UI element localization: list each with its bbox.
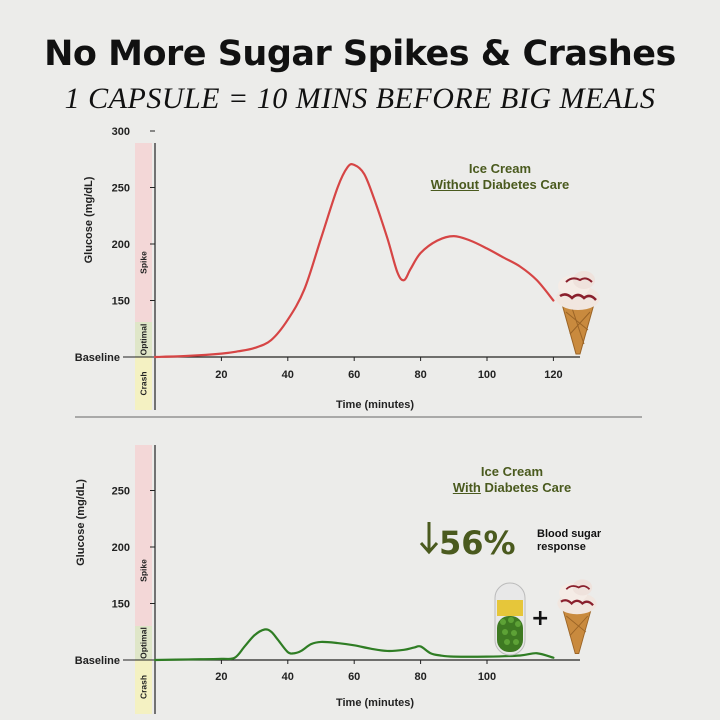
chart2-zone-label-crash: Crash [139, 675, 149, 699]
chart2-annotation-line2: With Diabetes Care [402, 480, 622, 496]
chart2-zone-label-spike: Spike [139, 559, 149, 582]
chart2-y-axis-label: Glucose (mg/dL) [75, 479, 87, 566]
chart1-x-tick-label: 100 [478, 369, 496, 381]
chart1-annotation: Ice Cream Without Diabetes Care [390, 161, 610, 193]
chart2-zone-label-optimal: Optimal [139, 627, 149, 659]
page-subtitle: 1 CAPSULE = 10 MINS BEFORE BIG MEALS [64, 82, 656, 115]
chart2-x-tick-label: 40 [282, 671, 294, 683]
chart2-annotation-underlined: With [452, 480, 481, 495]
chart1-annotation-line1: Ice Cream [468, 161, 532, 176]
stat-text-line2: response [537, 541, 586, 553]
ice-cream-cone-icon [550, 268, 606, 356]
chart1-x-tick-label: 40 [282, 369, 294, 381]
chart2-x-axis-label: Time (minutes) [336, 697, 414, 709]
chart2-y-tick-label: 250 [112, 486, 130, 498]
down-arrow-icon [419, 520, 439, 564]
chart1-spike-zone [135, 143, 152, 322]
chart2-baseline-label: Baseline [75, 655, 120, 667]
stat-text-line1: Blood sugar [537, 528, 602, 540]
chart2-x-tick-label: 100 [478, 671, 496, 683]
chart1-x-tick-label: 80 [414, 369, 426, 381]
chart1-series-line [153, 163, 555, 359]
chart2-annotation-line1: Ice Cream [480, 464, 544, 479]
chart1-zone-label-crash: Crash [139, 371, 149, 395]
chart1-baseline-label: Baseline [75, 352, 120, 364]
ice-cream-cone-icon-2 [552, 575, 602, 657]
chart2-x-tick-label: 20 [215, 671, 227, 683]
chart2-series-line [153, 628, 555, 662]
chart1-y-tick-label: 150 [112, 296, 130, 308]
chart2-optimal-zone [135, 626, 152, 660]
chart1-zone-label-spike: Spike [139, 251, 149, 274]
chart2-spike-zone [135, 445, 152, 626]
chart2-y-tick-label: 200 [112, 542, 130, 554]
chart2-x-tick-label: 80 [414, 671, 426, 683]
chart1-annotation-underlined: Without [430, 177, 479, 192]
chart2-crash-zone [135, 660, 152, 714]
stat-text: Blood sugar response [537, 528, 601, 554]
chart1-zone-label-optimal: Optimal [139, 324, 149, 356]
chart1-y-tick-label: 250 [112, 183, 130, 195]
supplement-capsule-icon [494, 582, 526, 656]
chart1-crash-zone [135, 357, 152, 410]
chart1-optimal-zone [135, 322, 152, 357]
stat-value: 56% [419, 518, 516, 562]
chart2-annotation-rest: Diabetes Care [480, 480, 572, 495]
chart1-y-axis-label: Glucose (mg/dL) [83, 176, 95, 263]
chart1-x-tick-label: 120 [544, 369, 562, 381]
chart1-x-tick-label: 20 [215, 369, 227, 381]
chart2-annotation: Ice Cream With Diabetes Care [402, 464, 622, 496]
plus-icon: + [531, 606, 550, 631]
chart1-annotation-rest: Diabetes Care [478, 177, 570, 192]
stat-percent: 56% [439, 524, 516, 562]
chart1-x-tick-label: 60 [348, 369, 360, 381]
page-title: No More Sugar Spikes & Crashes [44, 34, 676, 74]
chart1-x-axis-label: Time (minutes) [336, 399, 414, 411]
chart1-annotation-line2: Without Diabetes Care [390, 177, 610, 193]
chart2-y-tick-label: 150 [112, 599, 130, 611]
chart2-x-tick-label: 60 [348, 671, 360, 683]
chart1-y-tick-label: 200 [112, 239, 130, 251]
chart1-y-tick-label: 300 [112, 126, 130, 138]
